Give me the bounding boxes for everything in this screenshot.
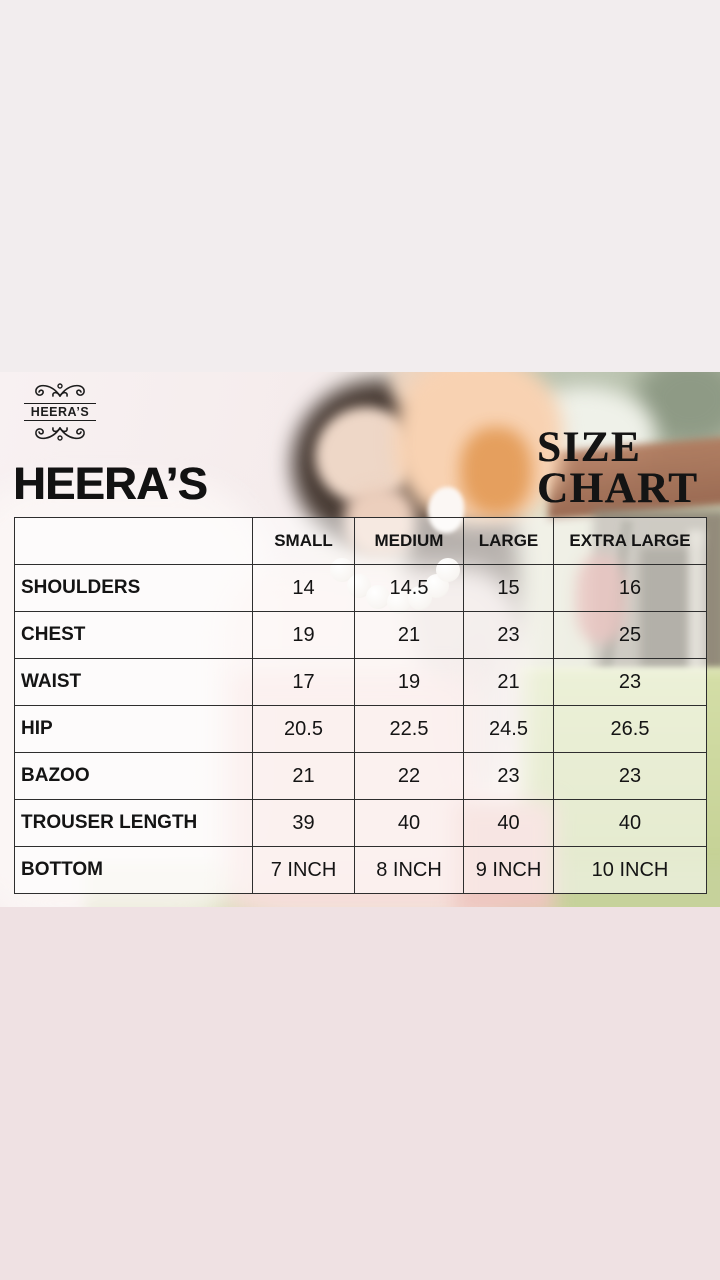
size-value-cell: 19 [252,611,355,659]
row-label: CHEST [14,611,253,659]
brand-logo: HEERA’S [24,380,96,444]
size-chart-title-line2: CHART [537,465,699,512]
table-row-bazoo: BAZOO 21 22 23 23 [14,752,707,800]
size-value-cell: 21 [463,658,554,706]
column-header-medium: MEDIUM [354,517,464,565]
size-value-cell: 40 [463,799,554,847]
table-row-hip: HIP 20.5 22.5 24.5 26.5 [14,705,707,753]
table-row-chest: CHEST 19 21 23 25 [14,611,707,659]
size-value-cell: 39 [252,799,355,847]
column-header-blank [14,517,253,565]
row-label: HIP [14,705,253,753]
size-value-cell: 16 [553,564,707,612]
logo-wordmark: HEERA’S [24,403,96,421]
table-row-waist: WAIST 17 19 21 23 [14,658,707,706]
table-row-trouser-length: TROUSER LENGTH 39 40 40 40 [14,799,707,847]
size-value-cell: 21 [354,611,464,659]
size-value-cell: 26.5 [553,705,707,753]
size-value-cell: 23 [463,752,554,800]
size-value-cell: 23 [463,611,554,659]
size-value-cell: 40 [354,799,464,847]
row-label: SHOULDERS [14,564,253,612]
row-label: BOTTOM [14,846,253,894]
size-chart-title-line1: SIZE [537,424,642,471]
size-value-cell: 14 [252,564,355,612]
size-value-cell: 22.5 [354,705,464,753]
size-value-cell: 20.5 [252,705,355,753]
header-row: SMALL MEDIUM LARGE EXTRA LARGE [14,517,707,565]
column-header-extra-large: EXTRA LARGE [553,517,707,565]
size-value-cell: 19 [354,658,464,706]
size-chart-title: SIZE CHART [537,424,699,512]
size-value-cell: 25 [553,611,707,659]
size-value-cell: 23 [553,658,707,706]
size-value-cell: 22 [354,752,464,800]
table-row-shoulders: SHOULDERS 14 14.5 15 16 [14,564,707,612]
bottom-pink-band [0,907,720,1280]
row-label: TROUSER LENGTH [14,799,253,847]
logo-flourish-bottom-icon [35,427,85,441]
size-value-cell: 8 INCH [354,846,464,894]
size-value-cell: 40 [553,799,707,847]
row-label: BAZOO [14,752,253,800]
logo-flourish-top-icon [35,383,85,397]
size-value-cell: 14.5 [354,564,464,612]
column-header-large: LARGE [463,517,554,565]
sleeve-orange-tie [460,427,532,515]
size-chart-table: SMALL MEDIUM LARGE EXTRA LARGE SHOULDERS… [14,517,707,894]
brand-wordmark: HEERA’S [13,458,208,509]
table-row-bottom: BOTTOM 7 INCH 8 INCH 9 INCH 10 INCH [14,846,707,894]
size-value-cell: 15 [463,564,554,612]
size-value-cell: 17 [252,658,355,706]
row-label: WAIST [14,658,253,706]
size-value-cell: 24.5 [463,705,554,753]
column-header-small: SMALL [252,517,355,565]
size-value-cell: 9 INCH [463,846,554,894]
size-value-cell: 21 [252,752,355,800]
size-value-cell: 23 [553,752,707,800]
size-value-cell: 7 INCH [252,846,355,894]
size-value-cell: 10 INCH [553,846,707,894]
